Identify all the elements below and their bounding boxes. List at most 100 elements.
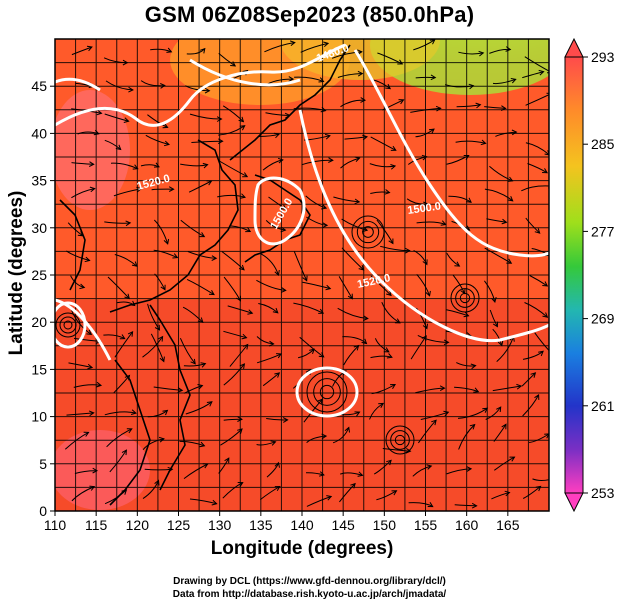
streamline xyxy=(522,350,544,360)
x-tick-label: 140 xyxy=(290,517,314,533)
streamline-arrow xyxy=(439,385,446,392)
streamline xyxy=(410,107,441,113)
streamline-arrow xyxy=(274,485,281,492)
streamline xyxy=(377,52,403,65)
streamline xyxy=(71,162,94,165)
streamline-arrow xyxy=(242,172,249,178)
streamline xyxy=(413,39,436,51)
streamline xyxy=(294,76,324,82)
streamline xyxy=(301,159,333,166)
streamline-arrow xyxy=(276,353,283,359)
streamline xyxy=(484,106,506,109)
streamline xyxy=(64,431,89,450)
streamline xyxy=(444,84,474,88)
streamline xyxy=(342,336,367,344)
streamline xyxy=(417,334,449,343)
streamline xyxy=(183,385,203,394)
eddy-streamline xyxy=(390,430,410,450)
streamline xyxy=(338,276,353,299)
streamline xyxy=(107,276,130,299)
streamline-arrow xyxy=(206,401,213,407)
streamline-arrow xyxy=(237,428,243,434)
streamline-arrow xyxy=(158,436,165,443)
streamline xyxy=(340,99,366,108)
y-axis-label: Latitude (degrees) xyxy=(6,190,27,356)
streamline xyxy=(106,428,133,448)
streamline-arrow xyxy=(321,433,328,440)
streamline xyxy=(259,486,281,500)
streamline-arrow xyxy=(353,344,360,351)
streamline xyxy=(223,418,242,421)
colorbar-tick-label: 269 xyxy=(591,311,615,327)
streamline-arrow xyxy=(362,134,369,141)
eddy-streamline xyxy=(63,320,73,330)
streamline xyxy=(147,410,168,418)
streamline xyxy=(305,195,327,209)
streamline xyxy=(339,483,356,503)
streamline xyxy=(189,113,222,120)
streamline xyxy=(331,51,362,59)
streamline xyxy=(370,275,392,296)
streamline xyxy=(104,221,131,224)
streamline xyxy=(525,217,541,234)
streamline-arrow xyxy=(323,41,330,47)
streamline-arrow xyxy=(354,198,361,205)
streamline xyxy=(417,419,437,444)
streamline xyxy=(492,78,516,85)
streamline-arrow xyxy=(431,419,437,426)
streamline-arrow xyxy=(321,204,328,210)
streamline-arrow xyxy=(239,125,246,131)
streamline xyxy=(104,411,137,416)
streamline-arrow xyxy=(93,129,100,136)
streamline-arrow xyxy=(324,133,331,140)
streamline-arrow xyxy=(89,186,96,193)
streamline-arrow xyxy=(480,139,487,146)
streamline xyxy=(374,338,390,353)
streamline xyxy=(525,94,549,106)
streamline-arrow xyxy=(86,45,93,52)
streamline xyxy=(448,195,472,203)
eddy-streamline xyxy=(351,215,385,249)
streamline-arrow xyxy=(83,431,90,437)
streamline xyxy=(258,133,280,137)
streamline xyxy=(265,220,286,231)
streamline-arrow xyxy=(511,129,518,136)
x-axis-ticks: 110 115 120 125 130 135 140 145 150 155 160 165 xyxy=(44,511,520,533)
eddy-streamline xyxy=(394,434,406,446)
streamline-arrow xyxy=(268,340,275,347)
streamline-arrow xyxy=(79,283,86,290)
triangle-down-icon xyxy=(564,492,584,513)
streamline xyxy=(104,113,129,122)
streamline-arrow xyxy=(280,226,287,233)
streamline xyxy=(446,468,472,475)
streamline-arrow xyxy=(466,197,472,203)
streamline-arrow xyxy=(163,238,170,245)
streamline-arrow xyxy=(516,383,523,390)
streamline-arrow xyxy=(318,471,325,477)
streamline xyxy=(268,196,287,210)
streamline-arrow xyxy=(237,482,244,487)
streamline-arrow xyxy=(119,334,126,340)
streamline xyxy=(74,470,98,474)
streamline xyxy=(140,164,160,168)
streamline xyxy=(415,128,435,138)
streamline xyxy=(109,449,127,473)
streamline-arrow xyxy=(96,109,103,116)
streamline-arrow xyxy=(136,186,143,193)
eddy-streamline xyxy=(55,312,81,338)
streamline xyxy=(180,163,208,167)
streamline xyxy=(489,165,513,182)
streamline xyxy=(230,225,251,232)
streamline xyxy=(217,194,246,198)
streamline xyxy=(524,302,548,318)
streamline xyxy=(223,330,247,339)
y-tick-label: 45 xyxy=(31,78,47,94)
streamline-arrow xyxy=(204,87,211,94)
streamline-arrow xyxy=(357,49,363,55)
streamline-arrow xyxy=(122,59,129,66)
streamline xyxy=(293,302,324,314)
streamline-arrow xyxy=(550,351,555,356)
y-tick-label: 10 xyxy=(31,409,47,425)
streamline xyxy=(340,472,363,476)
streamline-arrow xyxy=(162,409,169,416)
